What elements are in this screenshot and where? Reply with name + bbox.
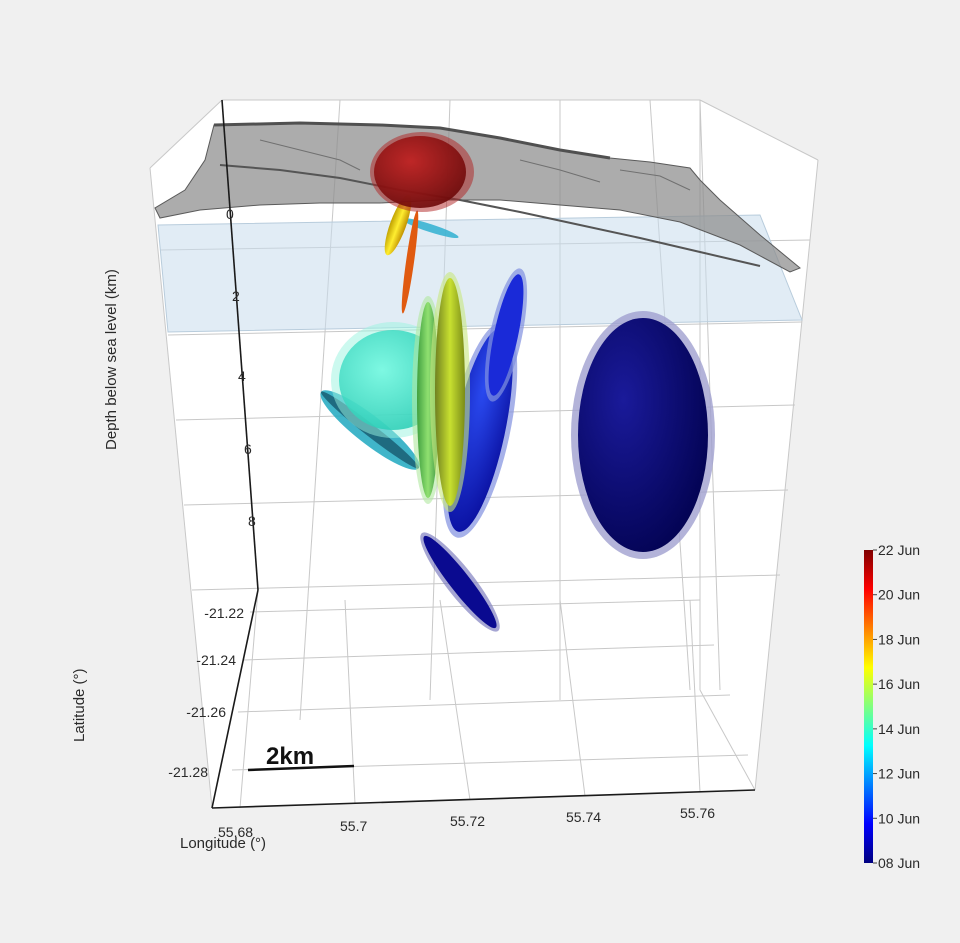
y-tick-label: -21.28 bbox=[168, 764, 208, 780]
ellipsoid-8 bbox=[430, 272, 470, 512]
z-tick-label: 0 bbox=[226, 206, 234, 222]
topography-surface bbox=[154, 121, 801, 273]
colorbar-tick-label: 12 Jun bbox=[878, 766, 920, 782]
ellipsoid-13 bbox=[370, 132, 474, 212]
ellipsoid-12 bbox=[384, 194, 412, 256]
colorbar-tick-label: 10 Jun bbox=[878, 810, 920, 826]
colorbar-tick-label: 20 Jun bbox=[878, 587, 920, 603]
x-tick-label: 55.68 bbox=[218, 824, 253, 840]
z-ticks: 0 2 4 6 8 bbox=[226, 206, 256, 529]
colorbar-tick-label: 08 Jun bbox=[878, 855, 920, 871]
scale-bar: 2km bbox=[247, 743, 355, 772]
z-tick-label: 6 bbox=[244, 441, 252, 457]
colorbar-tick-label: 18 Jun bbox=[878, 631, 920, 647]
ellipsoid-9 bbox=[420, 532, 500, 632]
x-tick-label: 55.72 bbox=[450, 813, 485, 829]
z-tick-label: 2 bbox=[232, 288, 240, 304]
axes bbox=[211, 99, 756, 809]
ellipsoid-11 bbox=[401, 210, 419, 314]
y-tick-label: -21.22 bbox=[204, 605, 244, 621]
x-tick-label: 55.7 bbox=[340, 818, 367, 834]
x-tick-label: 55.76 bbox=[680, 805, 715, 821]
y-ticks: -21.22 -21.24 -21.26 -21.28 bbox=[168, 605, 244, 780]
scale-bar-label: 2km bbox=[266, 743, 314, 770]
x-axis-label: Longitude (°) bbox=[180, 835, 266, 852]
ellipsoid-4 bbox=[571, 311, 715, 559]
y-tick-label: -21.26 bbox=[186, 704, 226, 720]
colorbar: 22 Jun 20 Jun 18 Jun 16 Jun 14 Jun 12 Jun 10 J… bbox=[864, 542, 920, 871]
colorbar-tick-label: 22 Jun bbox=[878, 542, 920, 558]
x-ticks: 55.68 55.7 55.72 55.74 55.76 bbox=[218, 805, 715, 840]
y-tick-label: -21.24 bbox=[196, 652, 236, 668]
colorbar-gradient bbox=[864, 550, 873, 863]
colorbar-ticks: 22 Jun 20 Jun 18 Jun 16 Jun 14 Jun 12 Jun 10 J… bbox=[873, 542, 920, 871]
y-axis-label: Latitude (°) bbox=[71, 668, 88, 742]
colorbar-tick-label: 16 Jun bbox=[878, 676, 920, 692]
z-tick-label: 8 bbox=[248, 513, 256, 529]
z-tick-label: 4 bbox=[238, 368, 246, 384]
colorbar-tick-label: 14 Jun bbox=[878, 721, 920, 737]
ellipsoid-6 bbox=[484, 268, 528, 402]
x-tick-label: 55.74 bbox=[566, 809, 601, 825]
sea-level-plane bbox=[157, 214, 803, 333]
z-axis-label: Depth below sea level (km) bbox=[103, 269, 120, 450]
